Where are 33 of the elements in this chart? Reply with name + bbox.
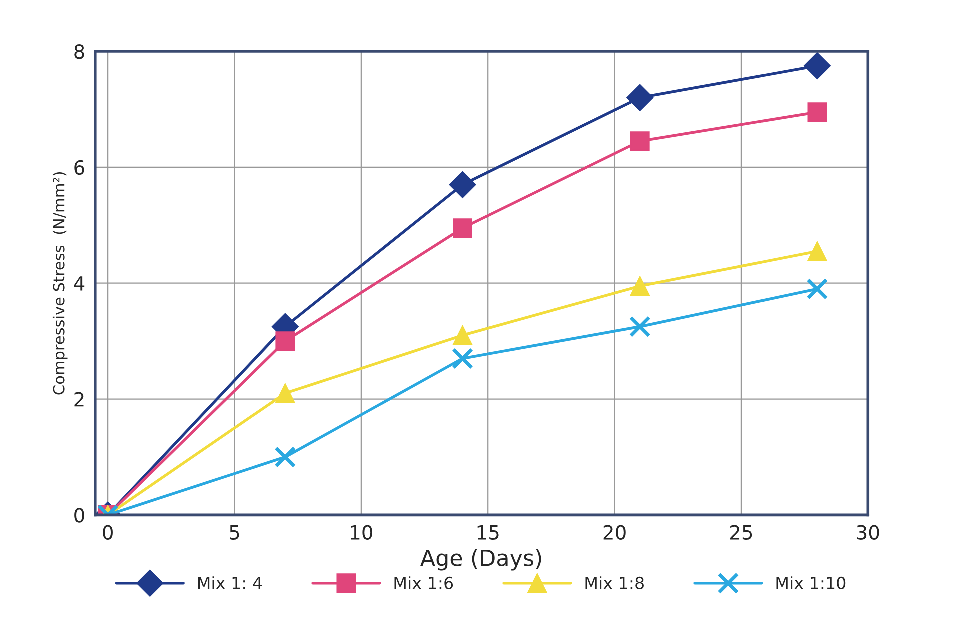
x-tick-label: 15 <box>478 526 499 540</box>
y-tick-label: 0 <box>74 508 84 523</box>
point <box>630 276 650 296</box>
point <box>453 326 472 346</box>
legend-label: Mix 1:6 <box>394 576 454 590</box>
point <box>449 171 476 198</box>
legend-label: Mix 1: 4 <box>198 576 262 590</box>
x-tick-label: 20 <box>604 525 626 540</box>
point <box>453 218 472 238</box>
point <box>276 332 296 352</box>
point <box>804 52 831 80</box>
legend-label: Mix 1:8 <box>586 576 644 590</box>
point <box>274 446 296 468</box>
x-tick-label: 30 <box>857 525 880 540</box>
point <box>630 132 650 152</box>
y-axis-title: Compressive Stress (N/mm²) <box>52 172 68 395</box>
point <box>452 348 474 370</box>
x-tick-label: 10 <box>351 525 373 540</box>
y-tick-label: 6 <box>74 160 84 176</box>
point <box>808 102 828 122</box>
y-tick-label: 2 <box>74 392 84 407</box>
y-tick-label: 8 <box>74 44 84 60</box>
point <box>626 84 654 112</box>
x-axis-title: Age (Days) <box>420 549 542 571</box>
x-tick-label: 0 <box>103 525 113 540</box>
point <box>629 316 651 338</box>
point <box>806 278 828 300</box>
y-tick-label: 4 <box>74 276 85 291</box>
x-tick-label: 5 <box>230 526 240 540</box>
point <box>276 384 296 404</box>
x-tick-label: 25 <box>730 525 752 540</box>
legend-label: Mix 1:10 <box>776 576 846 590</box>
point <box>808 242 828 262</box>
